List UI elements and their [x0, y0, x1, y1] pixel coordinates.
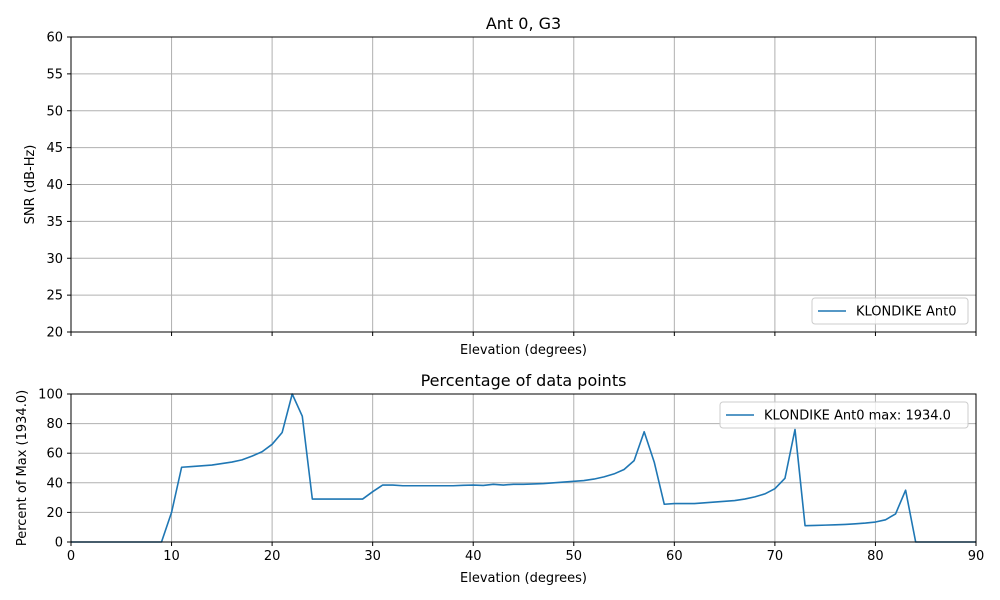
legend-box — [811, 297, 969, 325]
percentage-chart: 0 10 20 30 40 50 60 70 80 90 0 20 40 60 80 100 Percentag… — [15, 371, 984, 586]
x-tick-label: 0 — [67, 549, 75, 564]
legend: KLONDIKE Ant0 max: 1934.0 — [719, 401, 969, 429]
legend-box — [719, 401, 969, 429]
x-axis-label: Elevation (degrees) — [460, 343, 587, 358]
legend-label: KLONDIKE Ant0 max: 1934.0 — [764, 409, 951, 424]
legend-label: KLONDIKE Ant0 — [856, 305, 956, 320]
plot-frame — [70, 393, 977, 543]
x-tick-label: 90 — [968, 549, 985, 564]
y-tick-label: 100 — [38, 388, 63, 403]
y-tick-label: 80 — [46, 417, 63, 432]
x-axis-label: Elevation (degrees) — [460, 571, 587, 586]
y-tick-label: 20 — [46, 506, 63, 521]
y-tick-label: 40 — [46, 476, 63, 491]
y-tick-label: 60 — [46, 447, 63, 462]
y-tick-label: 0 — [55, 536, 63, 551]
x-tick-label: 50 — [566, 549, 583, 564]
legend: KLONDIKE Ant0 — [811, 297, 969, 325]
y-axis-label: Percent of Max (1934.0) — [15, 390, 30, 546]
chart-title: Ant 0, G3 — [486, 14, 561, 33]
y-tick-label: 60 — [46, 31, 63, 46]
x-tick-label: 30 — [364, 549, 381, 564]
x-tick-label: 80 — [867, 549, 884, 564]
y-tick-label: 50 — [46, 104, 63, 119]
y-tick-label: 25 — [46, 289, 63, 304]
y-tick-label: 30 — [46, 252, 63, 267]
y-tick-label: 55 — [46, 67, 63, 82]
x-tick-label: 40 — [465, 549, 482, 564]
y-tick-label: 45 — [46, 141, 63, 156]
snr-chart: 20 25 30 35 40 45 50 55 60 Ant 0, G3 Elevation (de… — [23, 14, 977, 358]
series-line — [71, 393, 976, 543]
x-tick-label: 60 — [666, 549, 683, 564]
x-tick-label: 70 — [767, 549, 784, 564]
x-tick-label: 10 — [163, 549, 180, 564]
y-tick-label: 35 — [46, 215, 63, 230]
chart-title: Percentage of data points — [421, 371, 627, 390]
x-tick-label: 20 — [264, 549, 281, 564]
y-tick-label: 40 — [46, 178, 63, 193]
y-tick-label: 20 — [46, 326, 63, 341]
y-axis-label: SNR (dB-Hz) — [23, 145, 38, 225]
